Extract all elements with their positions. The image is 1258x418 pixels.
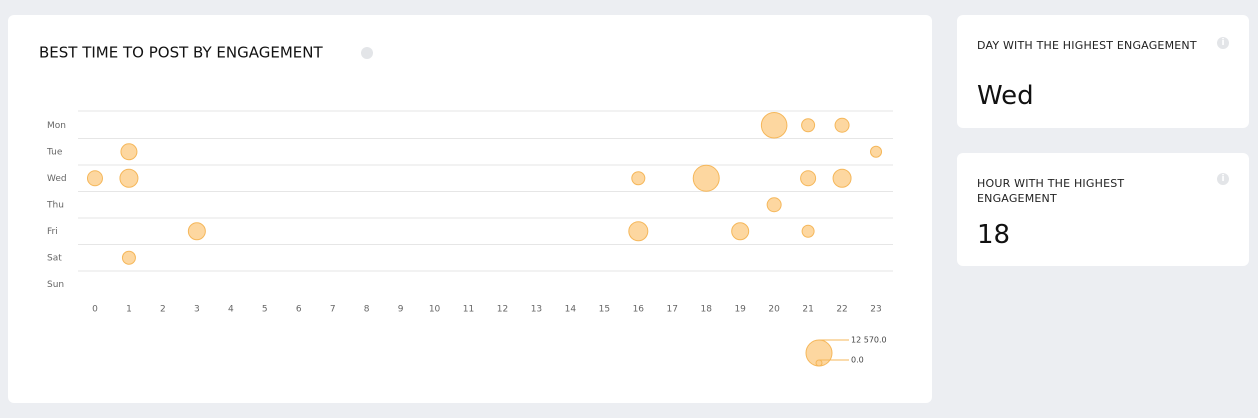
x-tick-label: 19 xyxy=(734,305,746,315)
x-tick-label: 12 xyxy=(497,305,508,315)
bubble xyxy=(121,250,136,265)
info-icon[interactable]: i xyxy=(1217,37,1229,49)
x-tick-label: 5 xyxy=(262,305,268,315)
x-tick-label: 23 xyxy=(870,305,881,315)
bubble xyxy=(86,170,103,187)
y-tick-label: Sun xyxy=(47,280,64,290)
card-title: DAY WITH THE HIGHEST ENGAGEMENT xyxy=(977,39,1197,52)
x-tick-label: 3 xyxy=(194,305,200,315)
x-tick-label: 14 xyxy=(565,305,577,315)
x-tick-label: 2 xyxy=(160,305,166,315)
y-tick-label: Sat xyxy=(47,253,62,263)
legend-label: 12 570.0 xyxy=(851,336,887,345)
x-tick-label: 1 xyxy=(126,305,132,315)
bubble xyxy=(628,221,649,242)
bubble xyxy=(801,118,816,133)
bubble xyxy=(760,111,788,139)
chart-card: BEST TIME TO POST BY ENGAGEMENT Mon Tue We… xyxy=(8,15,932,403)
x-tick-label: 6 xyxy=(296,305,302,315)
bubble xyxy=(870,145,883,158)
x-tick-label: 10 xyxy=(429,305,441,315)
info-icon[interactable]: i xyxy=(1217,173,1229,185)
x-tick-label: 17 xyxy=(667,305,678,315)
bubble xyxy=(120,143,138,161)
x-tick-label: 9 xyxy=(398,305,404,315)
card-title: HOUR WITH THE HIGHEST ENGAGEMENT xyxy=(977,177,1125,205)
chart-title: BEST TIME TO POST BY ENGAGEMENT xyxy=(39,44,323,62)
bubble xyxy=(766,197,782,213)
x-tick-label: 8 xyxy=(364,305,370,315)
x-tick-label: 21 xyxy=(802,305,813,315)
x-tick-label: 11 xyxy=(463,305,474,315)
x-tick-label: 15 xyxy=(599,305,610,315)
bubble xyxy=(731,222,750,241)
legend-bubble xyxy=(815,359,823,367)
y-tick-label: Thu xyxy=(46,200,64,210)
x-tick-label: 22 xyxy=(836,305,847,315)
bubble xyxy=(800,170,817,187)
hour-card: HOUR WITH THE HIGHEST ENGAGEMENT 18 i xyxy=(957,153,1249,266)
x-tick-label: 0 xyxy=(92,305,98,315)
x-tick-label: 4 xyxy=(228,305,234,315)
chart: BEST TIME TO POST BY ENGAGEMENT Mon Tue We… xyxy=(39,44,893,367)
bubble xyxy=(187,222,206,241)
y-tick-label: Fri xyxy=(47,227,58,237)
bubble xyxy=(631,171,646,186)
x-tick-label: 13 xyxy=(531,305,542,315)
legend-label: 0.0 xyxy=(851,356,864,365)
x-tick-label: 7 xyxy=(330,305,336,315)
bubble xyxy=(692,164,720,192)
info-icon[interactable] xyxy=(361,47,373,59)
x-tick-label: 20 xyxy=(768,305,780,315)
x-tick-label: 16 xyxy=(633,305,645,315)
bubble xyxy=(832,168,852,188)
day-card: DAY WITH THE HIGHEST ENGAGEMENT Wed i xyxy=(957,15,1249,128)
card-value: 18 xyxy=(977,220,1011,250)
x-tick-label: 18 xyxy=(701,305,713,315)
bubble xyxy=(801,224,815,238)
y-tick-label: Wed xyxy=(47,174,67,184)
card-value: Wed xyxy=(977,81,1034,111)
y-tick-label: Tue xyxy=(46,147,63,157)
y-tick-label: Mon xyxy=(47,121,66,131)
bubble xyxy=(834,117,850,133)
bubble xyxy=(119,168,139,188)
